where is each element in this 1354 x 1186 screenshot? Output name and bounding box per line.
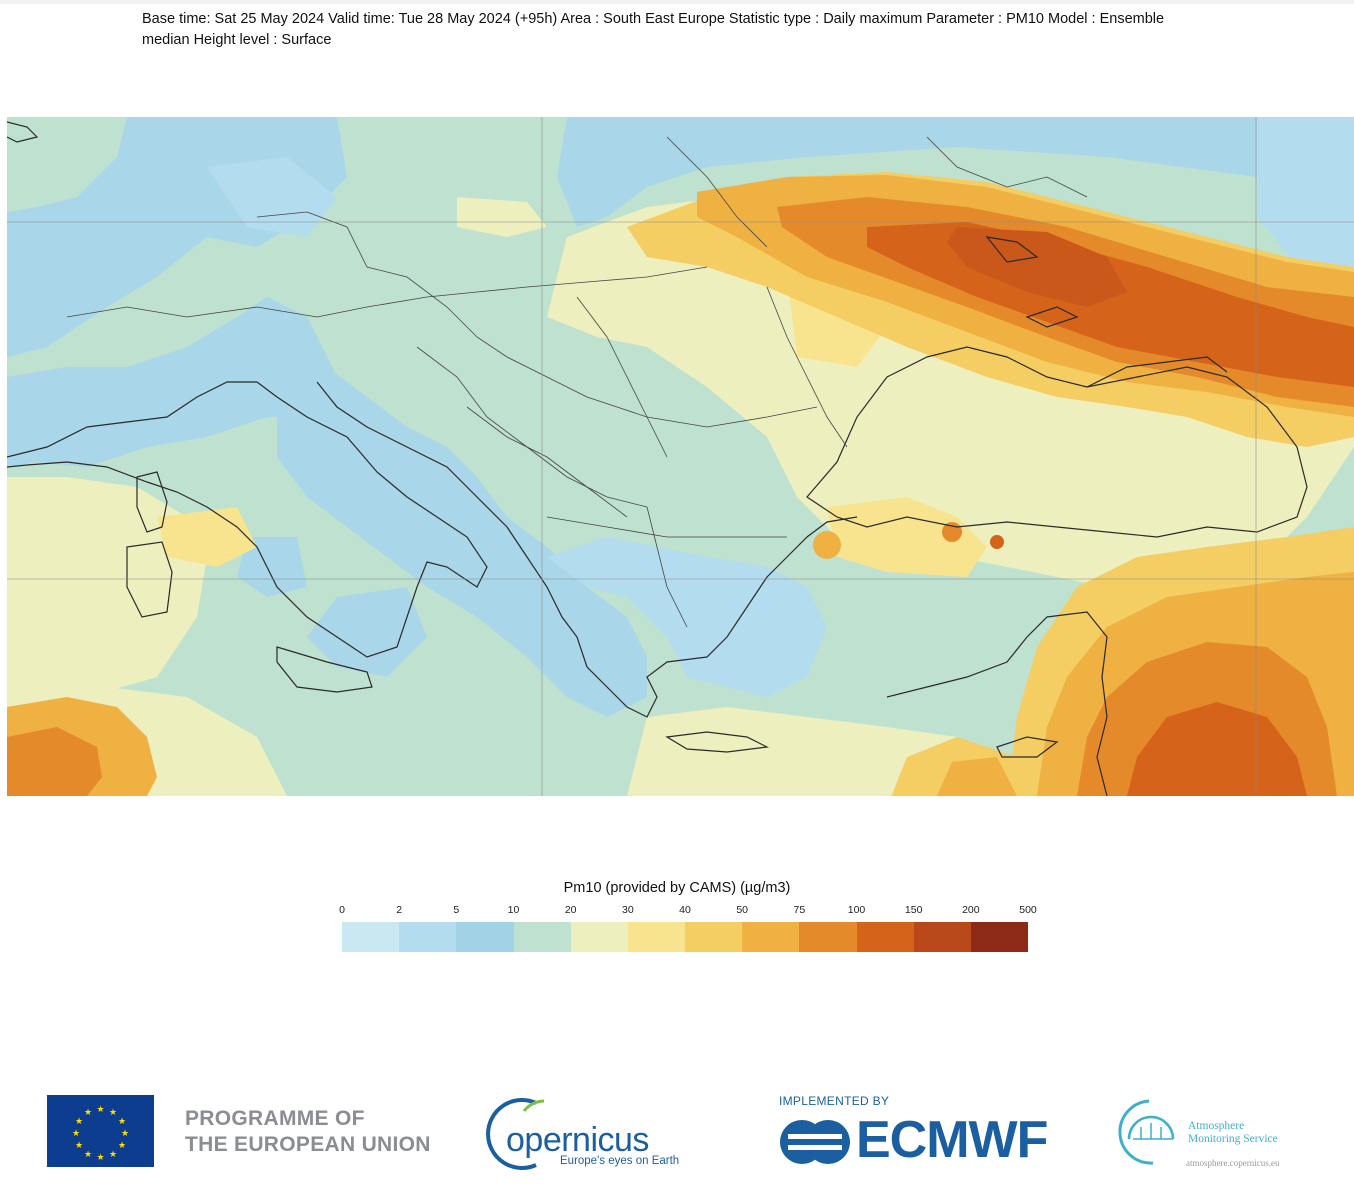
legend-tick-label: 40 [679,904,691,916]
legend-title: Pm10 (provided by CAMS) (µg/m3) [563,880,791,896]
legend-swatch [456,922,514,952]
legend-tick-label: 100 [847,904,866,916]
svg-text:★: ★ [84,1150,92,1160]
coastlines [7,121,1308,796]
legend-tick-label: 30 [621,904,634,916]
pm10-map [7,117,1354,796]
svg-text:★: ★ [121,1129,129,1139]
legend-swatch [513,922,571,952]
ecmwf-emblem-icon [780,1120,850,1164]
legend-tick-label: 0 [339,904,345,916]
legend-swatch [856,922,914,952]
eu-flag-logo: ★ ★ ★ ★ ★ ★ ★ ★ ★ ★ ★ ★ [47,1095,154,1167]
legend-swatch [913,922,971,952]
cams-logo: Atmosphere Monitoring Service atmosphere… [1113,1093,1313,1178]
cams-globe-icon [1118,1099,1175,1165]
eu-programme-text: PROGRAMME OF THE EUROPEAN UNION [185,1107,431,1156]
svg-text:★: ★ [109,1150,117,1160]
high-pm10-band [627,172,1354,447]
legend-tick-label: 50 [736,904,748,916]
svg-text:★: ★ [109,1108,117,1118]
svg-text:★: ★ [75,1141,83,1151]
middle-east-pm10-zone [1007,527,1354,796]
legend-swatch [570,922,628,952]
low-pm10-zones [7,117,1354,717]
legend-tick-label: 2 [396,904,403,916]
cams-url: atmosphere.copernicus.eu [1186,1158,1280,1168]
legend-swatch [970,922,1029,952]
cams-line-2: Monitoring Service [1188,1133,1278,1145]
svg-text:★: ★ [96,1153,104,1163]
forecast-header: Base time: Sat 25 May 2024 Valid time: T… [142,9,1242,51]
svg-text:★: ★ [72,1129,80,1139]
top-strip [0,0,1354,4]
legend-colorbar [342,922,1029,952]
legend-ticks: 0 2 5 10 20 30 40 50 75 100 150 200 500 [339,904,1042,918]
eu-stars-icon: ★ ★★ ★★★ ★★★ ★★★ [72,1105,129,1163]
legend-swatch [627,922,686,952]
cams-line-1: Atmosphere [1188,1120,1245,1132]
copernicus-tagline: Europe's eyes on Earth [560,1155,680,1167]
legend-tick-label: 10 [507,904,520,916]
legend-tick-label: 20 [564,904,577,916]
legend-tick-label: 500 [1019,904,1037,916]
header-line-1: Base time: Sat 25 May 2024 Valid time: T… [142,11,1165,27]
legend-swatch [399,922,457,952]
svg-text:★: ★ [118,1141,126,1151]
ecmwf-implemented-by: IMPLEMENTED BY [779,1094,890,1108]
country-borders [66,136,1088,628]
pm10-map-canvas [7,117,1354,796]
copernicus-logo: opernicus Europe's eyes on Earth [474,1093,684,1173]
legend-swatch [685,922,743,952]
legend-swatch [342,922,400,952]
legend-tick-label: 150 [904,904,923,916]
copernicus-c-icon [486,1098,545,1170]
graticule [7,117,1354,796]
svg-text:★: ★ [84,1108,92,1118]
svg-text:★: ★ [96,1105,104,1115]
legend-tick-label: 75 [793,904,806,916]
header-line-2: median Height level : Surface [142,32,332,48]
ecmwf-logo: IMPLEMENTED BY ECMWF [776,1092,1076,1172]
svg-text:★: ★ [75,1117,83,1127]
north-africa-pm10-zone [7,522,1017,796]
svg-text:★: ★ [118,1117,126,1127]
ecmwf-wordmark: ECMWF [856,1111,1048,1169]
legend-swatch [742,922,800,952]
legend-tick-label: 200 [962,904,980,916]
copernicus-word: opernicus [506,1121,649,1159]
legend-swatch [799,922,857,952]
legend-tick-label: 5 [453,904,460,916]
cams-title: Atmosphere Monitoring Service [1188,1120,1278,1146]
